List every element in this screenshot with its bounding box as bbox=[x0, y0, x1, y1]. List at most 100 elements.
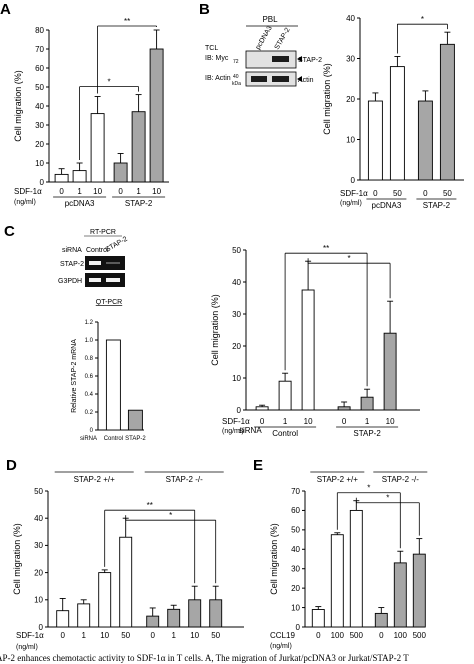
gel-g3pdh-band-control bbox=[89, 278, 101, 282]
unit-label: (ng/ml) bbox=[14, 199, 36, 206]
bar bbox=[374, 612, 388, 628]
blot-arrow-actin bbox=[297, 76, 302, 82]
y-tick-label: 0.6 bbox=[85, 374, 94, 380]
x-tick-label: 0 bbox=[150, 631, 155, 640]
blot-label-ib-actin: IB: Actin bbox=[205, 75, 231, 82]
bar bbox=[337, 406, 351, 411]
x-tick-label: 0 bbox=[373, 189, 378, 198]
x-tick-label: 500 bbox=[413, 631, 427, 640]
y-tick-label: 10 bbox=[35, 159, 44, 168]
x-tick-label: 50 bbox=[211, 631, 220, 640]
x-tick-label: 50 bbox=[393, 189, 402, 198]
significance-label: ** bbox=[323, 244, 329, 253]
y-tick-label: 70 bbox=[291, 487, 300, 496]
y-tick-label: 0.8 bbox=[85, 356, 94, 362]
y-tick-label: 20 bbox=[35, 140, 44, 149]
x-tick-label: 0 bbox=[423, 189, 428, 198]
panel-letter-c: C bbox=[4, 223, 15, 240]
y-tick-label: 30 bbox=[291, 565, 300, 574]
y-tick-label: 40 bbox=[35, 102, 44, 111]
bar bbox=[56, 610, 70, 628]
bar bbox=[188, 599, 202, 628]
x-tick-label: 100 bbox=[331, 631, 345, 640]
chart-title: QT-PCR bbox=[96, 299, 122, 306]
x-tick-label: 50 bbox=[121, 631, 130, 640]
blot-header-pbl: PBL bbox=[262, 15, 278, 24]
blot-myc-membrane bbox=[245, 50, 297, 69]
unit-label: (ng/ml) bbox=[16, 644, 38, 651]
chart-a-cell-migration: 0 10 20 30 40 50 60 70 80 Cell migration (%) 0 1 10 0… bbox=[13, 17, 169, 208]
y-tick-label: 30 bbox=[346, 54, 355, 63]
blot-band-label-stap2: STAP-2 bbox=[298, 57, 322, 64]
factor-label: SDF-1α bbox=[16, 631, 44, 640]
y-tick-label: 50 bbox=[34, 487, 43, 496]
bar bbox=[360, 396, 374, 411]
y-tick-label: 0 bbox=[39, 623, 44, 632]
x-tick-label: 10 bbox=[190, 631, 199, 640]
chart-b-cell-migration: 0 10 20 30 40 Cell migration (%) 0 50 0 50 SDF-1α (… bbox=[322, 14, 464, 210]
x-tick-label: 10 bbox=[304, 417, 313, 426]
y-tick-label: 50 bbox=[232, 246, 241, 255]
blot-arrow-stap2 bbox=[297, 56, 302, 62]
bar bbox=[98, 572, 112, 628]
panel-letter-d: D bbox=[6, 457, 17, 474]
y-tick-label: 30 bbox=[232, 310, 241, 319]
x-tick-label: 500 bbox=[350, 631, 364, 640]
y-tick-label: 60 bbox=[291, 506, 300, 515]
y-tick-label: 50 bbox=[291, 526, 300, 535]
y-tick-label: 60 bbox=[35, 64, 44, 73]
bar bbox=[105, 339, 121, 431]
x-category-label: Control bbox=[104, 436, 123, 442]
bar bbox=[146, 615, 160, 628]
x-tick-label: 10 bbox=[100, 631, 109, 640]
y-tick-label: 1.0 bbox=[85, 338, 94, 344]
bar bbox=[127, 409, 143, 431]
blot-lane-stap2: STAP-2 bbox=[274, 27, 292, 51]
significance-label: * bbox=[367, 484, 370, 493]
x-tick-label: 1 bbox=[136, 187, 141, 196]
y-tick-label: 20 bbox=[232, 342, 241, 351]
bar bbox=[113, 162, 128, 183]
bar bbox=[330, 534, 344, 628]
bar bbox=[439, 43, 455, 181]
y-tick-label: 0 bbox=[237, 406, 242, 415]
gel-stap2-lane-bg bbox=[85, 256, 125, 270]
x-tick-label: 10 bbox=[152, 187, 161, 196]
y-axis-label: Cell migration (%) bbox=[322, 63, 332, 135]
gel-stap2-band-control bbox=[89, 261, 101, 265]
factor-label: siRNA bbox=[80, 436, 97, 442]
bar bbox=[417, 100, 433, 181]
y-tick-label: 40 bbox=[346, 14, 355, 23]
blot-mw-kda: kDa bbox=[232, 81, 241, 87]
group-label: pcDNA3 bbox=[372, 201, 402, 210]
bar bbox=[149, 48, 164, 183]
rt-pcr-gel-c: RT-PCR siRNA Control STAP-2 STAP-2 G3PDH bbox=[58, 229, 129, 287]
panel-letter-e: E bbox=[253, 457, 263, 474]
y-axis-label: Relative STAP-2 mRNA bbox=[71, 339, 78, 413]
x-tick-label: 0 bbox=[260, 417, 265, 426]
x-tick-label: 0 bbox=[60, 631, 65, 640]
y-tick-label: 20 bbox=[291, 584, 300, 593]
western-blot-b: PBL pcDNA3 STAP-2 TCL IB: Myc 72 STAP-2 … bbox=[205, 15, 322, 87]
blot-mw-72: 72 bbox=[233, 59, 239, 65]
y-axis-label: Cell migration (%) bbox=[13, 70, 23, 142]
factor-label: SDF-1α bbox=[14, 187, 42, 196]
group-label: STAP-2 bbox=[353, 429, 381, 438]
bar bbox=[349, 509, 363, 628]
significance-label: * bbox=[421, 15, 424, 24]
blot-stap2-band bbox=[272, 56, 289, 62]
x-tick-label: 50 bbox=[443, 189, 452, 198]
chart-d-cell-migration: 0 10 20 30 40 50 Cell migration (%) 0 1 10 50 0 1 10 5… bbox=[12, 471, 244, 651]
bar bbox=[383, 332, 397, 411]
y-tick-label: 70 bbox=[35, 45, 44, 54]
gel-stap2-band-knockdown bbox=[106, 262, 120, 264]
bar bbox=[311, 609, 325, 628]
significance-label: * bbox=[108, 78, 111, 87]
y-axis-label: Cell migration (%) bbox=[269, 523, 279, 595]
gel-row-stap2: STAP-2 bbox=[60, 261, 84, 268]
bar bbox=[167, 608, 181, 628]
chart-e-cell-migration: 0 10 20 30 40 50 60 70 Cell migration (%) 0 100 500… bbox=[269, 471, 428, 650]
x-tick-label: 0 bbox=[316, 631, 321, 640]
x-tick-label: 1 bbox=[171, 631, 176, 640]
unit-label: (ng/ml) bbox=[270, 643, 292, 650]
